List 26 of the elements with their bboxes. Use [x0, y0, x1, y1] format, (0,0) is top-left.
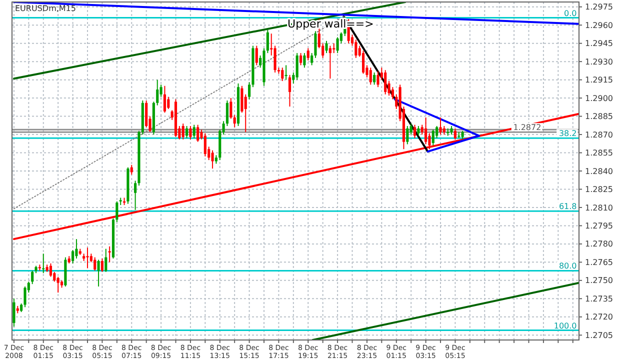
y-tick-label: 1.2825: [585, 185, 613, 194]
y-tick-label: 1.2885: [585, 112, 613, 122]
y-tick-label: 1.2780: [585, 240, 613, 249]
annotation: 38.2: [558, 129, 577, 138]
y-tick-label: 1.2900: [585, 94, 613, 103]
y-tick-label: 1.2960: [585, 20, 613, 30]
y-tick-label: 1.2720: [585, 312, 613, 322]
y-tick-label: 1.2930: [585, 57, 613, 66]
chart-title: EURUSDm,M15: [15, 4, 76, 13]
ref-line-label: 1.2872: [513, 123, 542, 132]
y-tick-label: 1.2915: [585, 76, 613, 85]
y-tick-label: 1.2735: [585, 294, 613, 304]
y-tick-label: 1.2855: [585, 148, 613, 158]
y-tick-label: 1.2810: [585, 203, 613, 212]
y-tick-label: 1.2945: [585, 39, 613, 48]
annotation: 100.0: [554, 321, 577, 330]
y-tick-label: 1.2840: [585, 166, 613, 176]
y-tick-label: 1.2795: [585, 222, 613, 231]
y-tick-label: 1.2750: [585, 276, 613, 286]
y-tick-label: 1.2975: [585, 2, 613, 12]
annotation: 0.0: [564, 8, 577, 18]
annotation: 61.8: [558, 202, 577, 212]
y-tick-label: 1.2870: [585, 130, 613, 140]
y-tick-label: 1.2765: [585, 258, 613, 267]
y-tick-label: 1.2705: [585, 330, 613, 340]
annotation: 80.0: [558, 262, 577, 271]
